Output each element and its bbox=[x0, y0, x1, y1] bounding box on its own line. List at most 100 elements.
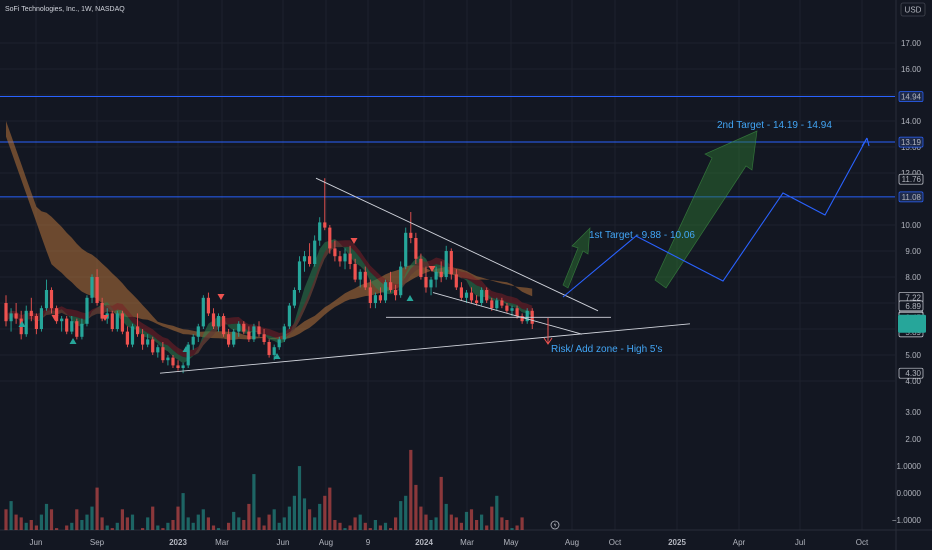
candle[interactable] bbox=[333, 240, 337, 262]
candle[interactable] bbox=[383, 279, 388, 303]
candle[interactable] bbox=[404, 227, 408, 270]
candle[interactable] bbox=[313, 235, 317, 267]
target1-label[interactable]: 1st Target - 9.88 - 10.06 bbox=[589, 230, 695, 241]
upper-trendline[interactable] bbox=[315, 177, 599, 312]
candle[interactable] bbox=[328, 225, 332, 254]
candle[interactable] bbox=[414, 232, 418, 264]
candle[interactable] bbox=[247, 326, 251, 342]
candle[interactable] bbox=[176, 360, 180, 371]
candle[interactable] bbox=[75, 318, 79, 340]
candle[interactable] bbox=[480, 287, 484, 306]
rising-support-line[interactable] bbox=[159, 323, 691, 374]
candle[interactable] bbox=[368, 279, 372, 309]
risk-zone-label[interactable]: Risk/ Add zone - High 5's bbox=[551, 344, 662, 355]
candle[interactable] bbox=[318, 217, 322, 246]
candle[interactable] bbox=[378, 287, 382, 303]
candle[interactable] bbox=[65, 316, 69, 335]
candle[interactable] bbox=[469, 287, 474, 303]
candle[interactable] bbox=[29, 297, 33, 322]
candle[interactable] bbox=[257, 321, 261, 337]
candle[interactable] bbox=[363, 266, 367, 290]
candle[interactable] bbox=[287, 303, 291, 329]
lightning-icon[interactable] bbox=[550, 520, 560, 530]
candle[interactable] bbox=[115, 310, 119, 332]
candle[interactable] bbox=[500, 297, 504, 309]
candle[interactable] bbox=[277, 336, 281, 350]
candle[interactable] bbox=[237, 321, 241, 337]
candle[interactable] bbox=[419, 253, 423, 280]
candle[interactable] bbox=[449, 248, 453, 280]
candle[interactable] bbox=[409, 212, 413, 244]
candlesticks[interactable] bbox=[4, 178, 534, 374]
candle[interactable] bbox=[323, 178, 327, 231]
candle[interactable] bbox=[196, 323, 200, 342]
candle[interactable] bbox=[80, 318, 84, 340]
candle[interactable] bbox=[353, 258, 357, 283]
candle[interactable] bbox=[520, 313, 524, 324]
candle[interactable] bbox=[70, 316, 74, 335]
candle[interactable] bbox=[24, 305, 28, 337]
candle[interactable] bbox=[206, 292, 210, 316]
candle[interactable] bbox=[156, 344, 160, 358]
candle[interactable] bbox=[211, 308, 216, 329]
candle[interactable] bbox=[424, 266, 428, 293]
projection-path[interactable] bbox=[562, 137, 868, 298]
candle[interactable] bbox=[394, 284, 398, 301]
candle[interactable] bbox=[146, 334, 150, 348]
candle[interactable] bbox=[141, 329, 145, 350]
candle[interactable] bbox=[4, 295, 8, 327]
candle[interactable] bbox=[95, 269, 99, 306]
candle[interactable] bbox=[505, 303, 509, 314]
candle[interactable] bbox=[297, 256, 302, 293]
candle[interactable] bbox=[429, 277, 433, 296]
candle[interactable] bbox=[373, 292, 377, 309]
candle[interactable] bbox=[136, 313, 140, 337]
candle[interactable] bbox=[44, 279, 49, 311]
candle[interactable] bbox=[110, 310, 114, 332]
candle[interactable] bbox=[232, 329, 236, 348]
candle[interactable] bbox=[39, 305, 43, 332]
candle[interactable] bbox=[90, 274, 94, 303]
currency-badge[interactable] bbox=[900, 2, 926, 17]
candle[interactable] bbox=[358, 269, 362, 288]
candle[interactable] bbox=[55, 305, 59, 324]
candle[interactable] bbox=[338, 251, 342, 267]
candle[interactable] bbox=[464, 290, 469, 303]
candle[interactable] bbox=[171, 355, 175, 368]
candle[interactable] bbox=[222, 313, 226, 337]
candle[interactable] bbox=[242, 321, 246, 335]
candle[interactable] bbox=[186, 342, 190, 368]
candle[interactable] bbox=[120, 310, 124, 335]
candle[interactable] bbox=[166, 355, 170, 366]
candle[interactable] bbox=[60, 316, 64, 332]
target2-label[interactable]: 2nd Target - 14.19 - 14.94 bbox=[717, 120, 832, 131]
candle[interactable] bbox=[444, 245, 448, 280]
time-axis[interactable]: Jun Sep 2023 Mar Jun Aug 9 2024 Mar May Aug Oct 2025… bbox=[30, 538, 869, 547]
candle[interactable] bbox=[495, 297, 499, 311]
candle[interactable] bbox=[399, 261, 403, 298]
candle[interactable] bbox=[191, 334, 195, 350]
candle[interactable] bbox=[201, 295, 205, 329]
candle[interactable] bbox=[525, 308, 529, 324]
candle[interactable] bbox=[267, 339, 271, 358]
candle[interactable] bbox=[475, 295, 479, 306]
candle[interactable] bbox=[459, 282, 463, 301]
candle[interactable] bbox=[216, 313, 221, 332]
candle[interactable] bbox=[389, 271, 393, 293]
candle[interactable] bbox=[34, 313, 38, 335]
candle[interactable] bbox=[130, 323, 135, 348]
trend-drawings[interactable] bbox=[159, 130, 870, 374]
candle[interactable] bbox=[308, 243, 312, 267]
candle[interactable] bbox=[14, 303, 18, 324]
candle[interactable] bbox=[434, 266, 438, 288]
candle[interactable] bbox=[125, 326, 129, 348]
currency-label[interactable]: USD bbox=[905, 6, 922, 15]
candle[interactable] bbox=[262, 329, 266, 345]
candle[interactable] bbox=[302, 251, 307, 272]
candle[interactable] bbox=[85, 295, 89, 327]
candle[interactable] bbox=[161, 342, 165, 363]
candle[interactable] bbox=[227, 329, 231, 348]
candle[interactable] bbox=[282, 323, 286, 342]
candle[interactable] bbox=[9, 308, 13, 332]
lower-wedge-line[interactable] bbox=[432, 292, 583, 335]
